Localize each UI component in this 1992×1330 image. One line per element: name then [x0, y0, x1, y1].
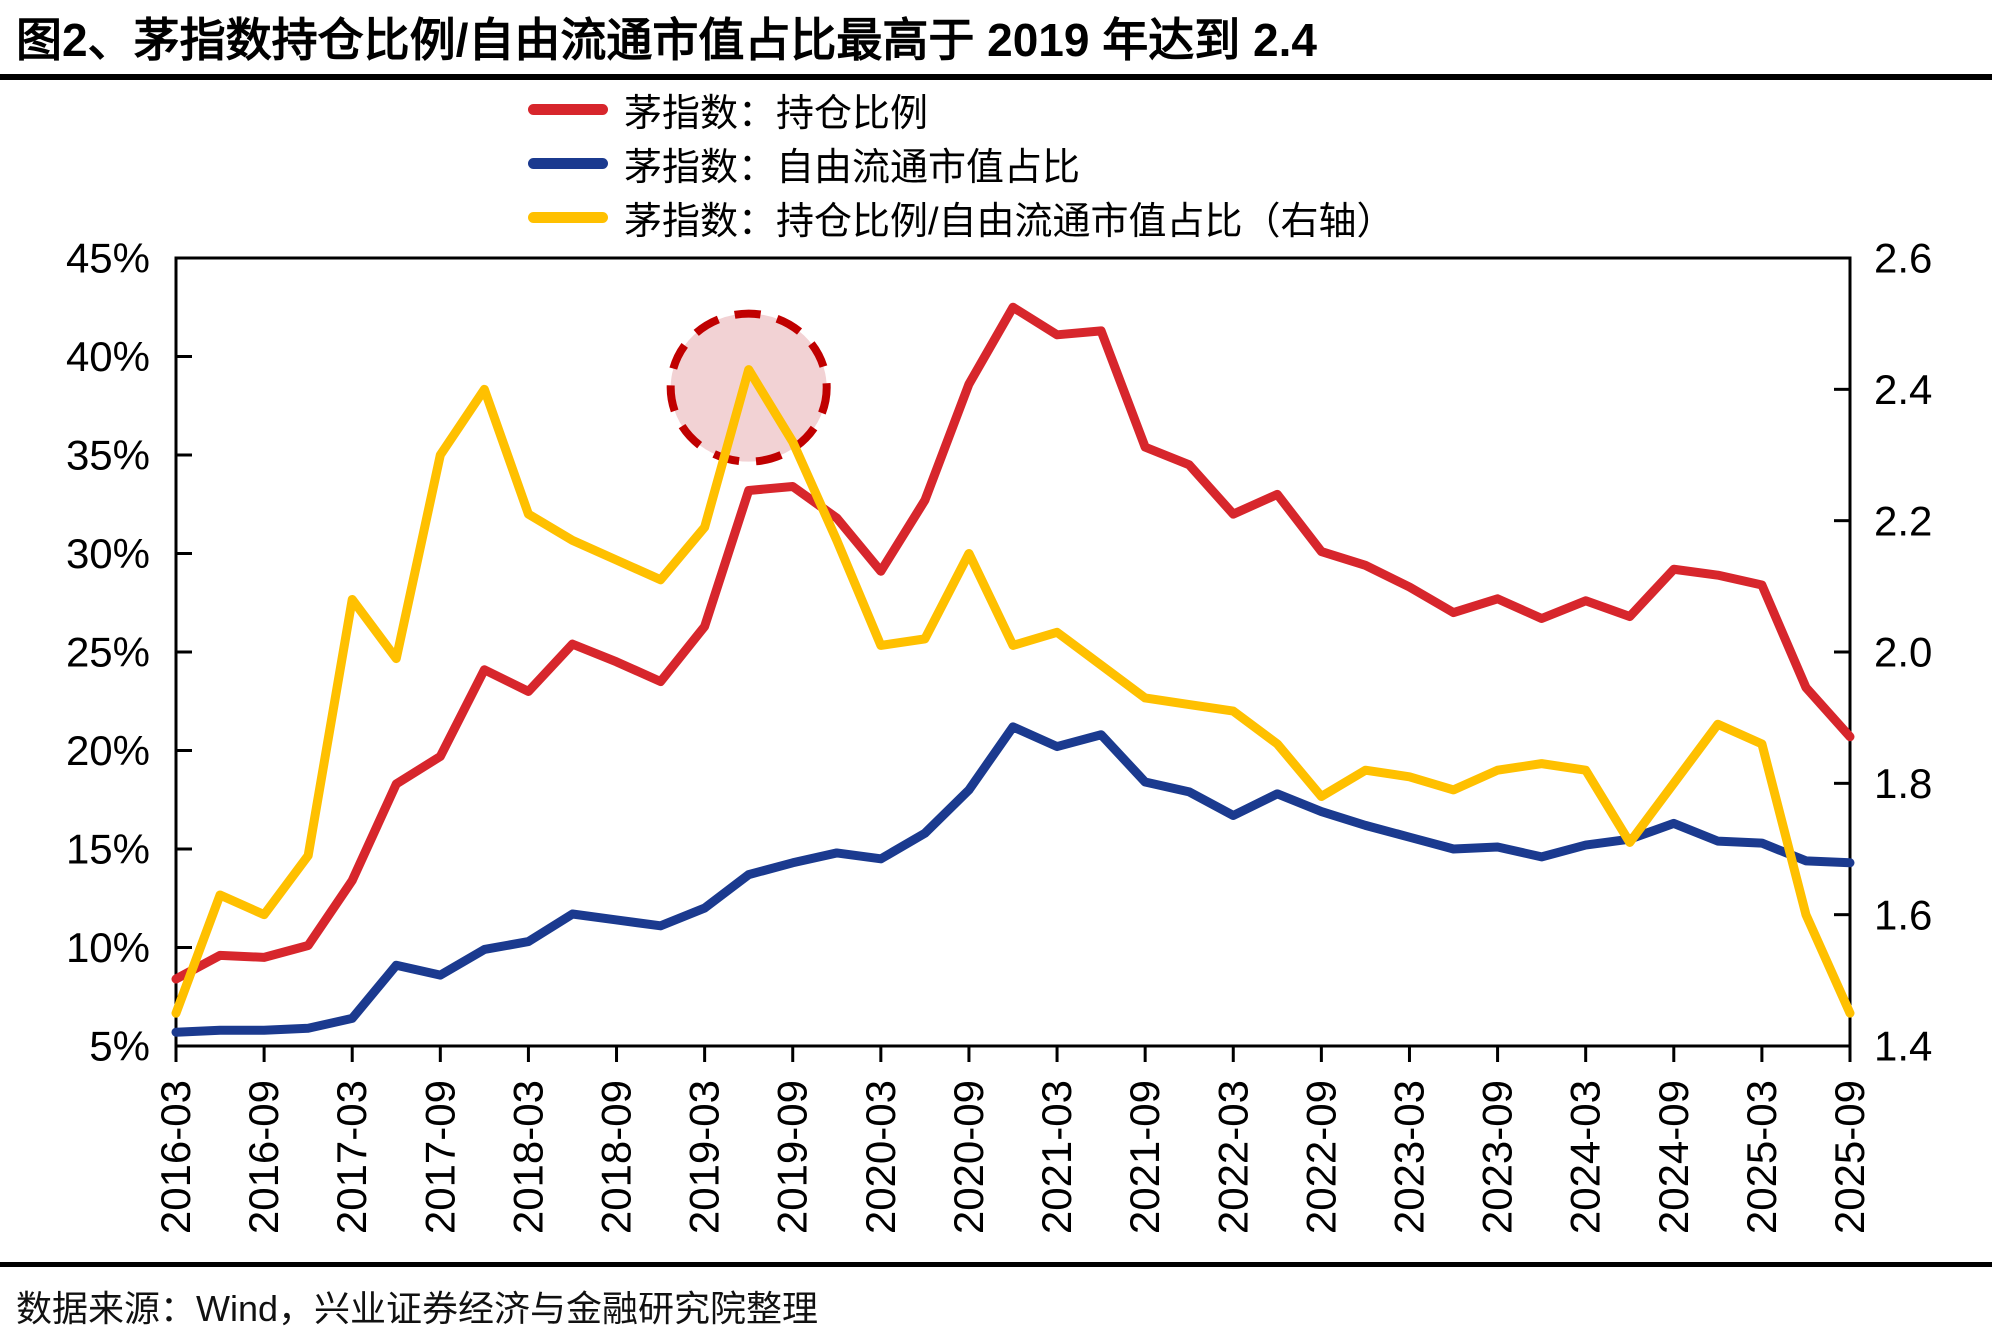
x-axis-label: 2016-03: [152, 1080, 199, 1234]
x-axis-label: 2022-09: [1297, 1080, 1344, 1234]
left-axis-label: 40%: [66, 333, 150, 380]
x-axis-label: 2025-09: [1826, 1080, 1873, 1234]
legend-swatch-yellow: [528, 211, 608, 223]
figure-title: 图2、茅指数持仓比例/自由流通市值占比最高于 2019 年达到 2.4: [16, 14, 1317, 66]
highlight-ellipse-border: [666, 309, 831, 466]
title-divider: [0, 74, 1992, 80]
legend-swatch-blue: [528, 157, 608, 169]
x-axis-label: 2017-09: [416, 1080, 463, 1234]
x-axis-label: 2020-03: [857, 1080, 904, 1234]
right-axis-label: 1.6: [1874, 891, 1932, 938]
left-axis-label: 5%: [89, 1023, 150, 1070]
x-axis-label: 2021-03: [1033, 1080, 1080, 1234]
legend-label: 茅指数：持仓比例: [624, 92, 929, 135]
x-axis-label: 2016-09: [240, 1080, 287, 1234]
right-axis-label: 1.4: [1874, 1023, 1932, 1070]
x-axis-label: 2023-09: [1474, 1080, 1521, 1234]
legend-swatch-red: [528, 103, 608, 115]
left-axis-label: 35%: [66, 432, 150, 479]
legend-label: 茅指数：自由流通市值占比: [624, 146, 1081, 189]
right-axis-label: 2.0: [1874, 629, 1932, 676]
x-axis-label: 2019-03: [681, 1080, 728, 1234]
right-axis-label: 2.4: [1874, 366, 1932, 413]
x-axis-label: 2019-09: [769, 1080, 816, 1234]
data-source: 数据来源：Wind，兴业证券经济与金融研究院整理: [16, 1288, 819, 1329]
x-axis-label: 2025-03: [1738, 1080, 1785, 1234]
footer-divider: [0, 1262, 1992, 1267]
right-axis-label: 2.2: [1874, 497, 1932, 544]
x-axis-label: 2018-09: [593, 1080, 640, 1234]
left-axis-label: 15%: [66, 826, 150, 873]
red-series-line: [171, 302, 1855, 984]
x-axis-label: 2024-09: [1650, 1080, 1697, 1234]
yellow-series-line: [171, 365, 1855, 1018]
chart-legend: 茅指数：持仓比例茅指数：自由流通市值占比茅指数：持仓比例/自由流通市值占比（右轴…: [528, 82, 1395, 244]
legend-item-red: 茅指数：持仓比例: [528, 82, 1395, 136]
left-axis-label: 45%: [66, 235, 150, 282]
left-axis-label: 10%: [66, 924, 150, 971]
left-axis-label: 25%: [66, 629, 150, 676]
highlight-ellipse-fill: [670, 313, 827, 462]
left-axis-label: 20%: [66, 727, 150, 774]
x-axis-label: 2017-03: [328, 1080, 375, 1234]
blue-series-line: [171, 722, 1855, 1037]
x-axis-label: 2022-03: [1209, 1080, 1256, 1234]
left-axis-label: 30%: [66, 530, 150, 577]
x-axis-label: 2018-03: [504, 1080, 551, 1234]
x-axis-label: 2024-03: [1562, 1080, 1609, 1234]
legend-item-blue: 茅指数：自由流通市值占比: [528, 136, 1395, 190]
plot-frame: [174, 256, 1852, 1048]
right-axis-label: 1.8: [1874, 760, 1932, 807]
legend-label: 茅指数：持仓比例/自由流通市值占比（右轴）: [624, 200, 1395, 243]
x-axis-label: 2021-09: [1121, 1080, 1168, 1234]
right-axis-label: 2.6: [1874, 235, 1932, 282]
x-axis-label: 2020-09: [945, 1080, 992, 1234]
legend-item-yellow: 茅指数：持仓比例/自由流通市值占比（右轴）: [528, 190, 1395, 244]
x-axis-label: 2023-03: [1385, 1080, 1432, 1234]
